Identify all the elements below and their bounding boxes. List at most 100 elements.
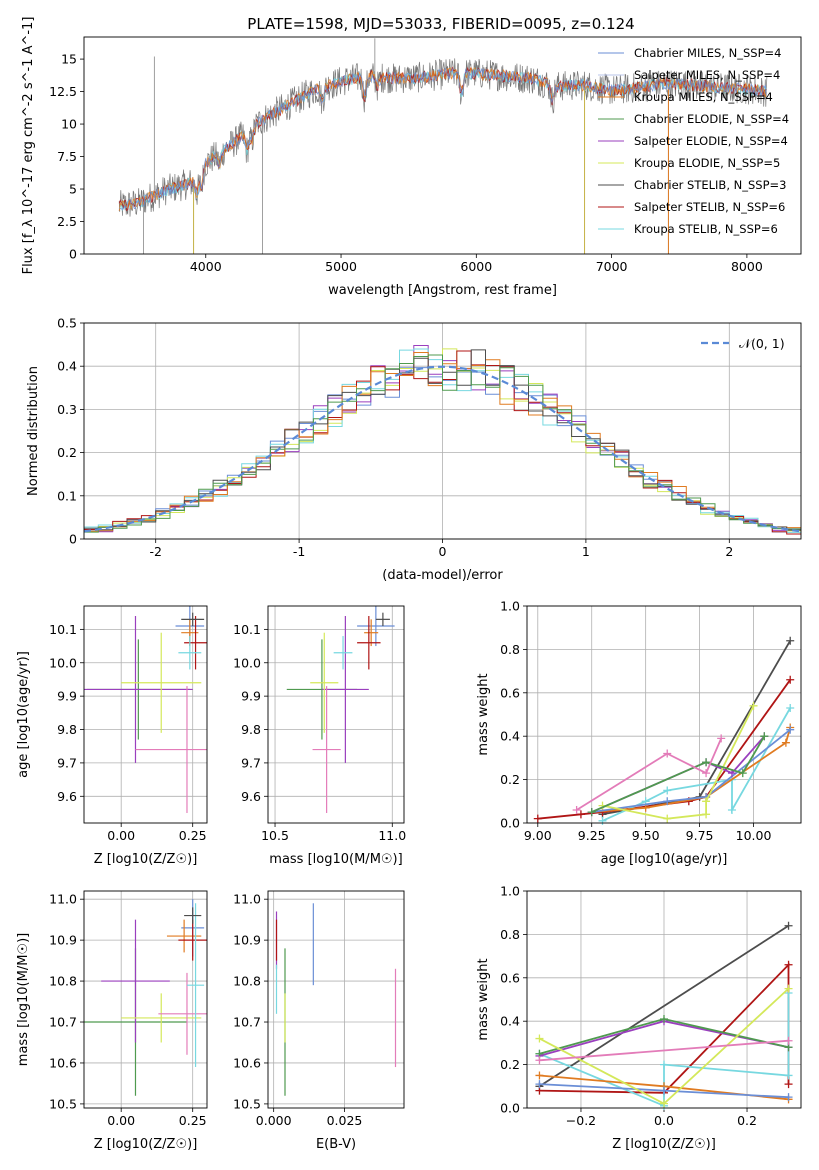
legend-label: Salpeter ELODIE, N_SSP=4 (634, 134, 788, 148)
x-tick-label: 7000 (596, 259, 628, 274)
y-tick-label: 7.5 (57, 149, 77, 164)
normal-curve (84, 365, 801, 533)
x-tick-label: 9.75 (686, 828, 714, 843)
residual-histogram-panel: -2 -1 0 1 2 0 0.1 0.2 0.3 0.4 0.5 (data-model)/erro… (26, 316, 802, 583)
y-tick-label: 0.2 (500, 1057, 520, 1072)
gridlines (84, 891, 207, 1108)
x-tick-label: 10.00 (736, 828, 772, 843)
y-tick-label: 10.0 (233, 655, 261, 670)
x-axis-label: (data-model)/error (382, 568, 503, 583)
y-tick-label: 10.0 (49, 655, 77, 670)
y-tick-label: 10.5 (49, 1096, 77, 1111)
y-tick-label: 10.9 (233, 933, 261, 948)
x-axis-label: E(B-V) (316, 1137, 356, 1152)
y-tick-label: 0.3 (57, 402, 77, 417)
y-tick-label: 2.5 (57, 214, 77, 229)
weight-point-marker (535, 1056, 544, 1065)
mass-vs-reddening-panel: 0.000 0.025 10.5 10.6 10.7 10.8 10.9 11.0 E(B-V) (233, 890, 405, 1152)
y-tick-label: 9.6 (57, 789, 77, 804)
y-tick-label: 15 (61, 52, 77, 67)
x-tick-label: 1 (582, 544, 590, 559)
weight-vs-metallicity-panel: −0.2 0.0 0.2 0.0 0.2 0.4 0.6 0.8 1.0 Z [log10(Z/Z… (476, 884, 802, 1152)
weight-point-marker (784, 1093, 793, 1102)
x-tick-label: 0.25 (179, 1113, 207, 1128)
x-tick-label: 11.0 (378, 828, 406, 843)
y-tick-label: 0.2 (500, 772, 520, 787)
weight-point-marker (786, 675, 795, 684)
weight-point-marker (535, 1080, 544, 1089)
weight-point-marker (784, 1071, 793, 1080)
y-tick-label: 5 (69, 182, 77, 197)
weight-point-marker (784, 1080, 793, 1089)
x-tick-label: 0 (439, 544, 447, 559)
weight-series-line (539, 1039, 789, 1062)
weight-point-marker (598, 816, 607, 825)
axes-frame (83, 36, 802, 255)
y-tick-label: 0.0 (500, 816, 520, 831)
weight-point-marker (786, 725, 795, 734)
y-tick-label: 0.4 (57, 359, 77, 374)
figure-title: PLATE=1598, MJD=53033, FIBERID=0095, z=0… (247, 15, 634, 33)
x-tick-label: 0.00 (107, 828, 135, 843)
x-tick-label: 0.025 (327, 1113, 363, 1128)
weight-point-marker (663, 797, 672, 806)
y-axis-label: Flux [f_λ 10^-17 erg cm^-2 s^-1 A^-1] (21, 17, 36, 275)
weight-point-marker (576, 810, 585, 819)
axes-frame (83, 322, 802, 540)
y-tick-label: 9.7 (241, 755, 261, 770)
y-tick-label: 10 (61, 117, 77, 132)
weight-point-marker (702, 810, 711, 819)
weight-series-line (602, 707, 791, 822)
axes-frame (526, 605, 802, 824)
x-tick-label: 9.25 (578, 828, 606, 843)
y-tick-label: 0.1 (57, 488, 77, 503)
legend-label: Chabrier ELODIE, N_SSP=4 (634, 112, 789, 126)
legend-label: Kroupa MILES, N_SSP=4 (634, 90, 773, 104)
weight-vs-age-panel: 9.00 9.25 9.50 9.75 10.00 0.0 0.2 0.4 0.6 0.8 1.0 a… (476, 599, 802, 867)
axes-frame (83, 605, 208, 824)
x-tick-label: 10.5 (261, 828, 289, 843)
y-tick-label: 0.4 (500, 1014, 520, 1029)
y-tick-label: 9.9 (241, 689, 261, 704)
y-axis-label: mass [log10(M/M☉)] (16, 933, 31, 1066)
y-tick-label: 1.0 (500, 884, 520, 899)
y-tick-label: 0.4 (500, 729, 520, 744)
weight-point-marker (717, 734, 726, 743)
y-tick-label: 9.9 (57, 689, 77, 704)
gridlines (84, 606, 207, 823)
weight-point-marker (535, 1034, 544, 1043)
spectrum-panel: 4000 5000 6000 7000 8000 0 2.5 5 7.5 10 12.5 15 wave… (21, 17, 802, 298)
x-tick-label: 4000 (190, 259, 222, 274)
y-tick-label: 0 (69, 247, 77, 262)
x-tick-label: 0.0 (654, 1113, 674, 1128)
x-axis-label: Z [log10(Z/Z☉)] (94, 852, 198, 867)
y-axis-label: age [log10(age/yr)] (16, 651, 31, 778)
x-axis-label: Z [log10(Z/Z☉)] (612, 1137, 716, 1152)
weight-point-marker (784, 1036, 793, 1045)
y-tick-label: 12.5 (49, 84, 77, 99)
x-tick-label: -2 (149, 544, 161, 559)
weight-point-marker (784, 921, 793, 930)
legend-label: 𝒩(0, 1) (739, 336, 785, 351)
x-tick-label: 0.00 (107, 1113, 135, 1128)
age-vs-mass-panel: 10.5 11.0 9.6 9.7 9.8 9.9 10.0 10.1 mass [log10(… (233, 605, 406, 867)
legend-label: Chabrier MILES, N_SSP=4 (634, 46, 781, 60)
legend-label: Salpeter STELIB, N_SSP=6 (634, 200, 785, 214)
y-axis-label: Normed distribution (26, 366, 41, 496)
y-tick-label: 9.8 (57, 722, 77, 737)
model-spectrum-line (119, 67, 767, 210)
weight-point-marker (660, 1060, 668, 1069)
y-tick-label: 0.6 (500, 685, 520, 700)
y-tick-label: 10.6 (49, 1055, 77, 1070)
weight-point-marker (702, 797, 711, 806)
y-tick-label: 11.0 (49, 892, 77, 907)
legend-label: Kroupa STELIB, N_SSP=6 (634, 222, 778, 236)
weight-point-marker (784, 984, 793, 993)
legend-label: Chabrier STELIB, N_SSP=3 (634, 178, 786, 192)
weight-series-line (591, 735, 766, 813)
axes-frame (267, 605, 405, 824)
x-tick-label: 9.50 (632, 828, 660, 843)
weight-point-marker (535, 1071, 544, 1080)
y-tick-label: 9.8 (241, 722, 261, 737)
